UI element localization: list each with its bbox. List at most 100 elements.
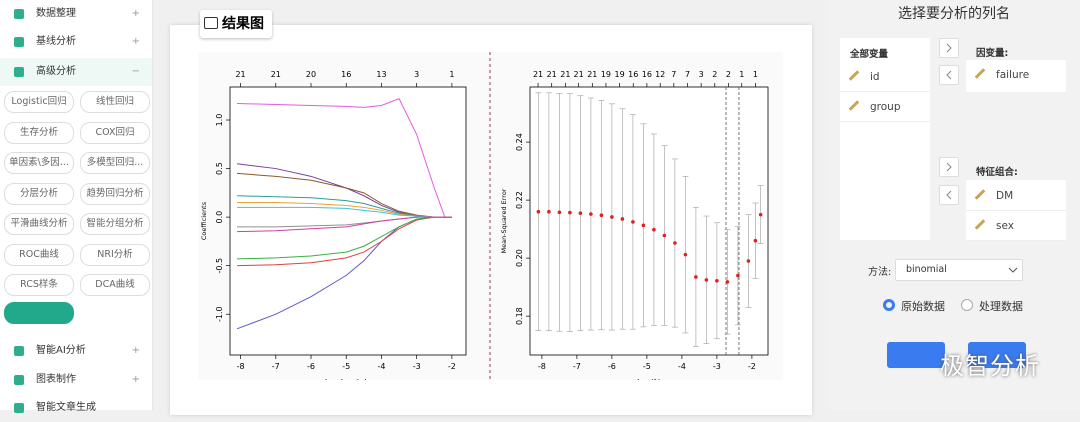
coef-path bbox=[237, 98, 452, 218]
top-tick-label: 12 bbox=[655, 70, 665, 79]
menu-label: 智能AI分析 bbox=[36, 345, 86, 356]
radio-checked[interactable] bbox=[883, 299, 895, 311]
mse-point bbox=[694, 275, 698, 279]
x-tick-label: -2 bbox=[448, 362, 456, 371]
menu-item[interactable]: 智能AI分析 + bbox=[0, 337, 152, 365]
top-tick-label: 20 bbox=[306, 70, 316, 79]
action-button[interactable] bbox=[968, 342, 1026, 368]
mse-point bbox=[736, 273, 740, 278]
coef-path bbox=[237, 216, 452, 233]
top-tick-label: 1 bbox=[739, 70, 744, 79]
menu-item[interactable]: 数据整理 + bbox=[0, 0, 152, 28]
x-axis-label: Log Lambda bbox=[325, 378, 371, 380]
analysis-button[interactable]: COX回归 bbox=[80, 121, 150, 144]
menu-label: 数据整理 bbox=[36, 8, 76, 19]
plot-frame bbox=[529, 86, 769, 356]
dependent-box: failure bbox=[966, 60, 1066, 92]
var-label: failure bbox=[996, 69, 1030, 81]
x-tick-label: -7 bbox=[272, 362, 280, 371]
analysis-button[interactable]: 生存分析 bbox=[4, 121, 74, 144]
menu-item[interactable]: 智能文章生成 bbox=[0, 394, 152, 422]
menu-item[interactable]: 图表制作 + bbox=[0, 366, 152, 394]
top-tick-label: 21 bbox=[547, 70, 557, 79]
top-tick-label: 2 bbox=[726, 70, 731, 79]
x-tick-label: -4 bbox=[678, 362, 686, 371]
top-tick-label: 21 bbox=[533, 70, 543, 79]
move-right[interactable] bbox=[939, 38, 959, 58]
panel-tab: 结果图 bbox=[200, 10, 272, 38]
y-tick-label: 0.20 bbox=[515, 249, 524, 267]
watermark: 极智分析 bbox=[940, 352, 1040, 380]
mse-point bbox=[746, 259, 751, 263]
x-tick-label: -5 bbox=[643, 362, 651, 371]
x-tick-label: -2 bbox=[748, 362, 756, 371]
top-tick-label: 7 bbox=[671, 70, 676, 79]
top-tick-label: 13 bbox=[376, 70, 386, 79]
mse-point bbox=[641, 223, 646, 228]
right-title: 选择要分析的列名 bbox=[898, 6, 1010, 22]
top-tick-label: 19 bbox=[601, 70, 611, 79]
var-item[interactable]: id bbox=[840, 63, 930, 92]
top-tick-label: 16 bbox=[642, 70, 652, 79]
var-item[interactable]: DM bbox=[966, 182, 1066, 211]
top-tick-label: 16 bbox=[628, 70, 638, 79]
y-tick-label: 0.22 bbox=[515, 191, 524, 209]
action-button[interactable] bbox=[887, 342, 945, 368]
x-tick-label: -7 bbox=[573, 362, 581, 371]
analysis-button[interactable]: Logistic回归 bbox=[4, 91, 74, 113]
sidebar: 数据整理 + 基线分析 + 高级分析 − Logistic回归 线性回归 生存分析 COX回… bbox=[0, 0, 153, 413]
analysis-button[interactable]: 智能分组分析 bbox=[80, 213, 150, 235]
y-tick-label: 0.5 bbox=[215, 162, 224, 175]
menu-item[interactable]: 基线分析 + bbox=[0, 28, 152, 56]
x-tick-label: -6 bbox=[307, 362, 315, 371]
analysis-button[interactable]: DCA曲线 bbox=[80, 274, 150, 296]
x-tick-label: -5 bbox=[342, 362, 350, 371]
method-select[interactable]: binomial bbox=[895, 259, 1023, 281]
analysis-button[interactable]: 分层分析 bbox=[4, 182, 74, 205]
mse-point bbox=[620, 217, 625, 221]
var-label: group bbox=[870, 101, 901, 113]
var-item[interactable]: sex bbox=[966, 212, 1066, 241]
menu-label: 智能文章生成 bbox=[36, 402, 96, 413]
top-tick-label: 21 bbox=[560, 70, 570, 79]
top-tick-label: 21 bbox=[235, 70, 245, 79]
active-button[interactable] bbox=[4, 302, 74, 324]
radio-label: 原始数据 bbox=[901, 300, 945, 313]
top-tick-label: 21 bbox=[574, 70, 584, 79]
analysis-button[interactable]: 线性回归 bbox=[80, 91, 150, 113]
analysis-button[interactable]: 单因素\多因... bbox=[4, 152, 74, 174]
move-left[interactable] bbox=[939, 185, 959, 205]
analysis-button[interactable]: 平滑曲线分析 bbox=[4, 213, 74, 235]
analysis-button[interactable]: 多模型回归... bbox=[80, 152, 150, 174]
mse-point bbox=[568, 210, 572, 215]
var-item[interactable]: failure bbox=[966, 61, 1066, 89]
top-tick-label: 21 bbox=[271, 70, 281, 79]
y-tick-label: 1.0 bbox=[215, 114, 224, 127]
x-tick-label: -3 bbox=[713, 362, 721, 371]
move-right[interactable] bbox=[939, 157, 959, 177]
box-title: 特征组合: bbox=[976, 167, 1018, 178]
x-tick-label: -8 bbox=[538, 362, 546, 371]
move-left[interactable] bbox=[939, 65, 959, 85]
analysis-button[interactable]: NRI分析 bbox=[80, 243, 150, 266]
x-axis-label: Log(λ) bbox=[637, 378, 661, 380]
box-title: 全部变量 bbox=[850, 49, 889, 60]
y-tick-label: -1.0 bbox=[215, 306, 224, 322]
top-tick-label: 2 bbox=[712, 70, 717, 79]
var-item[interactable]: group bbox=[840, 93, 930, 122]
top-tick-label: 1 bbox=[753, 70, 758, 79]
menu-item[interactable]: 高级分析 − bbox=[0, 58, 152, 86]
box-title: 因变量: bbox=[976, 48, 1009, 59]
y-axis-label: Coefficients bbox=[200, 201, 208, 240]
analysis-button[interactable]: RCS样条 bbox=[4, 274, 74, 296]
top-tick-label: 21 bbox=[587, 70, 597, 79]
mse-point bbox=[536, 209, 541, 214]
analysis-button[interactable]: 趋势回归分析 bbox=[80, 182, 150, 205]
mse-point bbox=[557, 210, 562, 215]
menu-label: 高级分析 bbox=[36, 66, 76, 77]
analysis-button[interactable]: ROC曲线 bbox=[4, 243, 74, 266]
radio[interactable] bbox=[961, 299, 973, 311]
y-tick-label: -0.5 bbox=[215, 258, 224, 274]
top-tick-label: 3 bbox=[699, 70, 704, 79]
mse-point bbox=[599, 213, 604, 217]
